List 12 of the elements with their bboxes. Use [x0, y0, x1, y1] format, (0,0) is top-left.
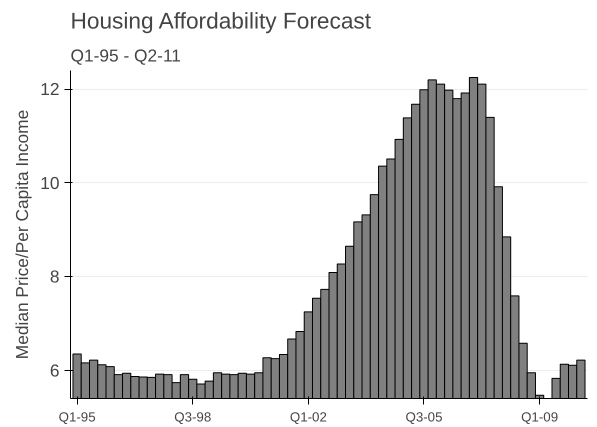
- chart-title: Housing Affordability Forecast: [70, 8, 372, 34]
- y-tick-label: 6: [50, 360, 60, 380]
- chart-subtitle: Q1-95 - Q2-11: [70, 46, 181, 66]
- y-tick-label: 12: [40, 79, 60, 100]
- x-tick-label: Q3-05: [405, 410, 442, 424]
- y-tick-label: 10: [40, 172, 60, 193]
- x-tick-label: Q1-95: [58, 410, 96, 424]
- x-tick-label: Q1-09: [521, 410, 558, 424]
- y-tick-label: 8: [50, 266, 60, 287]
- x-tick-label: Q1-02: [290, 410, 327, 424]
- x-tick-label: Q3-98: [174, 410, 212, 424]
- y-axis-title: Median Price/Per Capita Income: [12, 110, 32, 360]
